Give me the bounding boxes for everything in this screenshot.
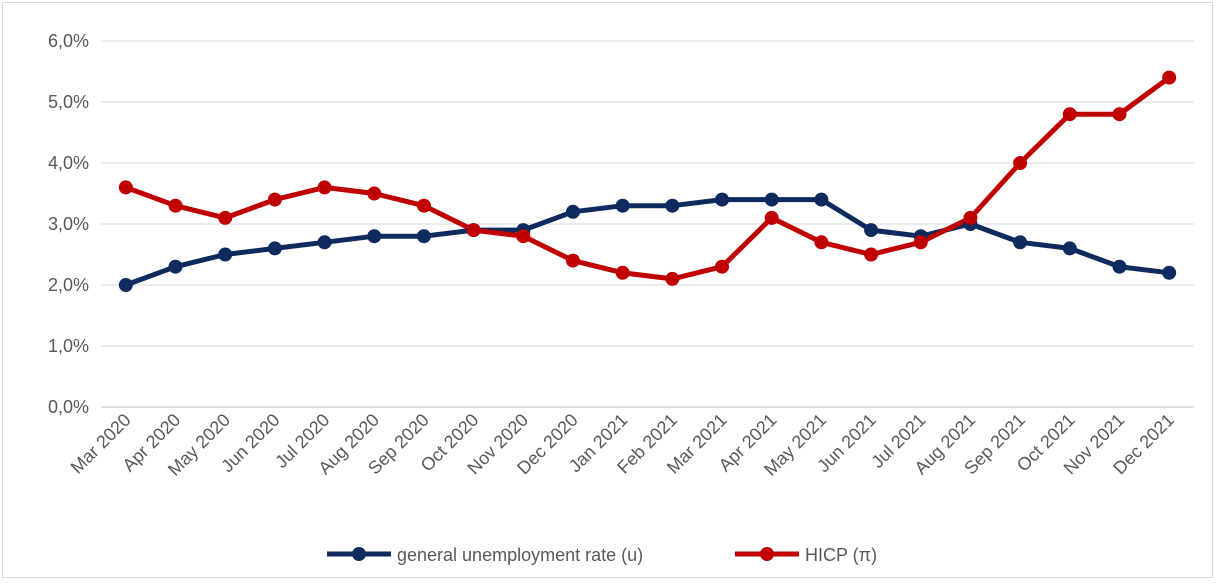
series-1-point [715,259,730,274]
series-0-point [267,241,282,256]
series-0-point [218,247,233,262]
series-1-point [1112,107,1127,122]
y-tick-label: 0,0% [48,397,89,417]
series-0-point [118,278,133,292]
series-1-point [615,265,630,280]
series-1-point [665,271,680,286]
series-1-point [168,198,183,213]
series-0-point [1112,259,1127,274]
y-axis-tick-labels: 0,0% 1,0% 2,0% 3,0% 4,0% 5,0% 6,0% [48,31,89,417]
legend-marker-0 [352,547,366,561]
gridlines [101,40,1194,408]
series-1-point [963,210,978,225]
series-0-point [814,192,829,207]
series-1-point [267,192,282,207]
series-0-point [565,204,580,219]
series-0-point [665,198,680,213]
legend-label-0: general unemployment rate (u) [397,545,643,565]
series-0-point [615,198,630,213]
series-1-point [218,210,233,225]
series-1-point [864,247,879,262]
series-line-1 [124,75,1171,282]
y-tick-label: 5,0% [48,92,89,112]
series-0-point [1013,235,1028,250]
series-1-point [516,229,531,244]
series-1-point [764,210,779,225]
series-0-point [864,223,879,238]
y-tick-label: 2,0% [48,275,89,295]
series-0-point [715,192,730,207]
series-line-0 [124,197,1170,288]
y-tick-label: 1,0% [48,336,89,356]
series-0-point [1062,241,1077,256]
legend: general unemployment rate (u) HICP (π) [327,545,877,565]
series-0-point [416,229,431,244]
series-lines [124,75,1171,288]
y-tick-label: 3,0% [48,214,89,234]
series-1-point [416,198,431,213]
line-chart: 0,0% 1,0% 2,0% 3,0% 4,0% 5,0% 6,0% Mar 2020Apr… [48,31,1194,565]
series-1-point [367,186,382,201]
series-0-point [764,192,779,207]
series-0-point [1162,265,1177,280]
legend-marker-1 [760,547,774,561]
series-0-point [317,235,332,250]
series-1-point [1062,107,1077,122]
series-1-point [565,253,580,268]
legend-label-1: HICP (π) [805,545,877,565]
series-0-point [367,229,382,244]
series-1-point [317,180,332,195]
y-tick-label: 4,0% [48,153,89,173]
series-1-point [118,180,133,195]
series-1-point [1162,70,1177,85]
y-tick-label: 6,0% [48,31,89,51]
series-1-point [814,235,829,250]
series-1-point [1013,156,1028,170]
series-1-point [466,223,481,238]
series-1-point [913,235,928,250]
series-points [118,70,1177,292]
series-0-point [168,259,183,274]
